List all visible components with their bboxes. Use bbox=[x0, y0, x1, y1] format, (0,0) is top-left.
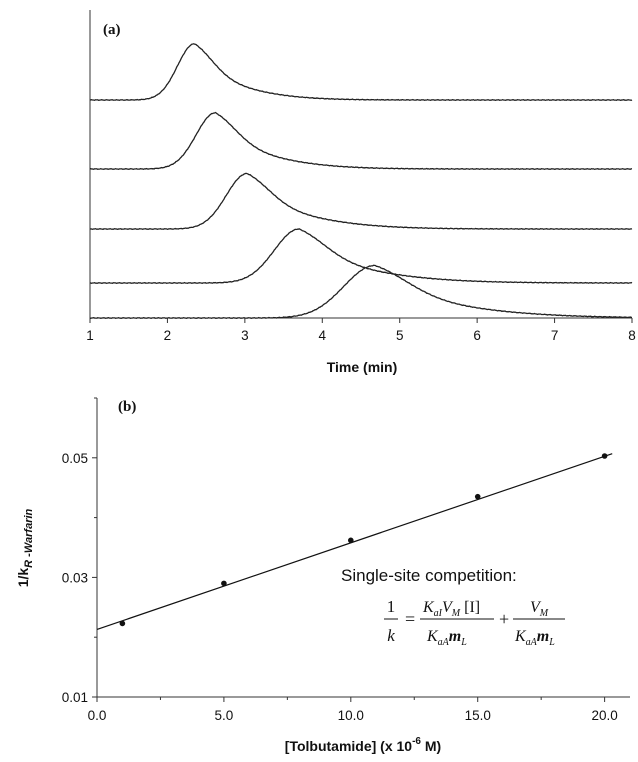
panel-b-x-axis-title: [Tolbutamide] (x 10-6 M) bbox=[285, 736, 441, 754]
trace-3 bbox=[89, 172, 633, 231]
single-site-annotation: Single-site competition: bbox=[341, 566, 517, 585]
fit-line bbox=[96, 453, 613, 630]
panel-b: (b) 0.0 5.0 10.0 15.0 20.0 0.01 0.03 0.05 1/kR … bbox=[15, 397, 630, 754]
panel-a-x-tick-label-6: 6 bbox=[473, 328, 481, 343]
panel-a-x-tick-label-7: 7 bbox=[551, 328, 559, 343]
panel-b-x-tick-label-0.0: 0.0 bbox=[88, 708, 107, 723]
panel-a-x-tick-label-5: 5 bbox=[396, 328, 404, 343]
panel-b-y-tick-label-0.05: 0.05 bbox=[62, 451, 88, 466]
y-title-main: 1/k bbox=[15, 568, 31, 588]
trace-2 bbox=[89, 111, 633, 171]
panel-a: (a) 1 2 3 4 5 6 7 8 Time (min) bbox=[86, 10, 636, 375]
eq-num-1: KaIVM [I] bbox=[422, 599, 480, 619]
panel-b-y-tick-label-0.03: 0.03 bbox=[62, 570, 88, 585]
eq-plus: + bbox=[499, 609, 509, 629]
data-point-4 bbox=[474, 493, 481, 500]
x-title-main: [Tolbutamide] (x 10 bbox=[285, 738, 413, 754]
panel-b-fit-line-group bbox=[96, 453, 613, 630]
panel-b-x-tick-label-10.0: 10.0 bbox=[338, 708, 364, 723]
panel-b-x-tick-label-20.0: 20.0 bbox=[591, 708, 617, 723]
panel-b-y-tick-label-0.01: 0.01 bbox=[62, 690, 88, 705]
eq-k: k bbox=[387, 626, 395, 645]
panel-a-x-axis-title: Time (min) bbox=[327, 359, 398, 375]
panel-a-x-tick-label-2: 2 bbox=[164, 328, 172, 343]
panel-b-data-points bbox=[119, 453, 608, 627]
competition-equation: 1 k = KaIVM [I] KaAmL + VM KaAmL bbox=[384, 597, 565, 648]
panel-a-x-tick-label-8: 8 bbox=[628, 328, 636, 343]
data-point-3 bbox=[348, 537, 354, 544]
eq-one: 1 bbox=[387, 597, 396, 616]
trace-5 bbox=[89, 264, 632, 320]
panel-b-label: (b) bbox=[118, 399, 136, 415]
trace-4 bbox=[89, 228, 633, 285]
panel-a-traces bbox=[89, 43, 633, 320]
eq-num-2: VM bbox=[530, 599, 549, 619]
panel-a-x-tick-label-1: 1 bbox=[86, 328, 94, 343]
trace-1 bbox=[89, 43, 633, 102]
data-point-1 bbox=[119, 620, 126, 627]
eq-den-1: KaAmL bbox=[426, 628, 467, 648]
y-title-sub: R -Warfarin bbox=[23, 508, 35, 567]
x-title-sup: -6 bbox=[412, 736, 421, 747]
eq-den-2: KaAmL bbox=[514, 628, 555, 648]
panel-a-x-tick-label-3: 3 bbox=[241, 328, 249, 343]
data-point-5 bbox=[601, 453, 608, 459]
panel-a-label: (a) bbox=[103, 22, 121, 38]
eq-equals: = bbox=[405, 609, 415, 629]
panel-a-x-ticks: 1 2 3 4 5 6 7 8 bbox=[86, 318, 636, 343]
x-title-end: M) bbox=[421, 738, 441, 754]
panel-b-ticks: 0.0 5.0 10.0 15.0 20.0 0.01 0.03 0.05 bbox=[62, 397, 618, 723]
panel-b-x-tick-label-5.0: 5.0 bbox=[215, 708, 234, 723]
panel-b-x-tick-label-15.0: 15.0 bbox=[465, 708, 491, 723]
panel-a-x-tick-label-4: 4 bbox=[319, 328, 327, 343]
panel-b-y-axis-title: 1/kR -Warfarin bbox=[15, 508, 35, 587]
data-point-2 bbox=[221, 580, 227, 587]
